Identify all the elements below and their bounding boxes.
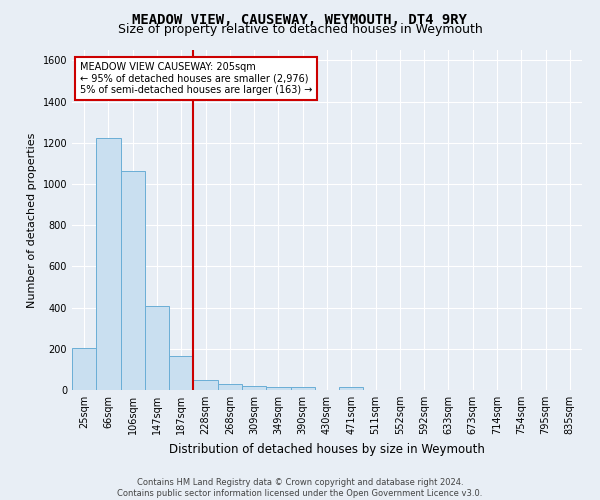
Bar [121, 170, 145, 390]
Text: Size of property relative to detached houses in Weymouth: Size of property relative to detached ho… [118, 22, 482, 36]
X-axis label: Distribution of detached houses by size in Weymouth: Distribution of detached houses by size … [169, 442, 485, 456]
Bar [193, 380, 218, 390]
Bar [242, 386, 266, 390]
Text: MEADOW VIEW, CAUSEWAY, WEYMOUTH, DT4 9RY: MEADOW VIEW, CAUSEWAY, WEYMOUTH, DT4 9RY [133, 12, 467, 26]
Bar [266, 387, 290, 390]
Bar [72, 348, 96, 390]
Bar [339, 387, 364, 390]
Bar [290, 387, 315, 390]
Text: MEADOW VIEW CAUSEWAY: 205sqm
← 95% of detached houses are smaller (2,976)
5% of : MEADOW VIEW CAUSEWAY: 205sqm ← 95% of de… [80, 62, 312, 95]
Y-axis label: Number of detached properties: Number of detached properties [27, 132, 37, 308]
Bar [169, 356, 193, 390]
Bar [145, 306, 169, 390]
Bar [218, 384, 242, 390]
Text: Contains HM Land Registry data © Crown copyright and database right 2024.
Contai: Contains HM Land Registry data © Crown c… [118, 478, 482, 498]
Bar [96, 138, 121, 390]
